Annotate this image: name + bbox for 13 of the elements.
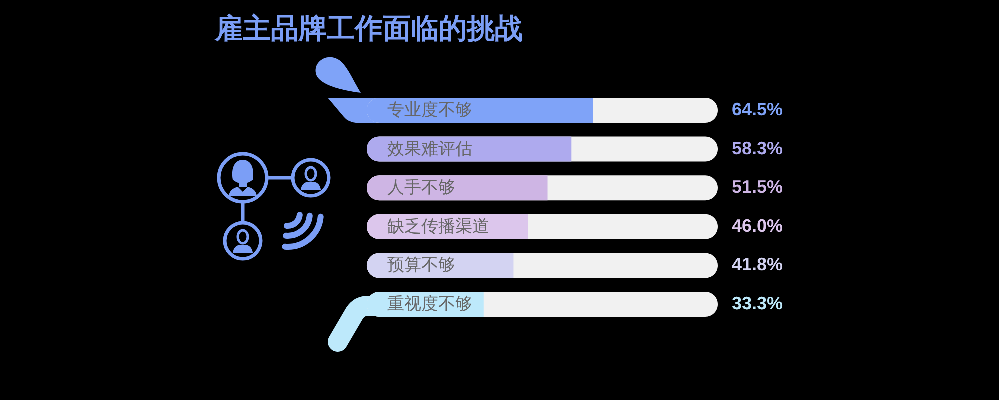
data-label: 33.3% bbox=[732, 294, 784, 314]
data-label: 51.5% bbox=[732, 177, 784, 198]
y-tick-label: 预算不够 bbox=[388, 256, 456, 275]
y-tick-label: 人手不够 bbox=[388, 178, 456, 198]
y-tick-label: 专业度不够 bbox=[388, 100, 472, 120]
data-label: 58.3% bbox=[732, 138, 784, 158]
data-label: 64.5% bbox=[732, 99, 784, 120]
y-tick-label: 缺乏传播渠道 bbox=[388, 216, 490, 236]
y-tick-label: 效果难评估 bbox=[388, 139, 472, 158]
chart-title: 雇主品牌工作面临的挑战 bbox=[214, 13, 523, 44]
data-label: 46.0% bbox=[732, 216, 784, 236]
y-tick-label: 重视度不够 bbox=[388, 294, 472, 314]
data-label: 41.8% bbox=[732, 254, 784, 275]
